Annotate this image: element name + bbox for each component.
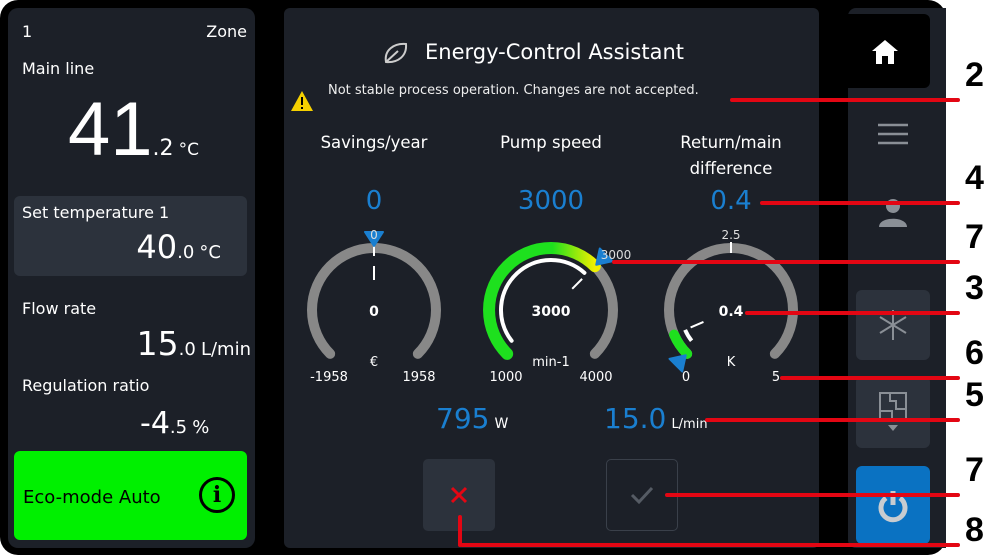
- cancel-icon: [450, 486, 468, 504]
- callout-number: 7: [965, 451, 984, 489]
- setpoint-marker: [364, 231, 384, 247]
- check-icon: [630, 486, 654, 505]
- leaf-icon: [384, 42, 408, 64]
- gauge-value-arc: [683, 329, 694, 343]
- gauge-unit: min-1: [532, 355, 570, 370]
- gauge-min-label: 1000: [489, 370, 523, 385]
- gauges-svg: [307, 231, 798, 373]
- gauge-center-value: 0: [369, 304, 379, 320]
- nav-power[interactable]: [856, 466, 930, 544]
- regulation-ratio-label: Regulation ratio: [22, 376, 150, 395]
- gauge-unit: K: [726, 355, 736, 370]
- nav-cooling[interactable]: [856, 290, 930, 360]
- set-temperature-button[interactable]: Set temperature 1 40.0 °C: [14, 196, 247, 276]
- gauge-min-label: -1958: [310, 370, 348, 385]
- gauge-1: [483, 242, 618, 360]
- callout-number: 8: [965, 511, 984, 549]
- regulation-ratio-value: -4.5 %: [140, 406, 210, 441]
- callout-number: 7: [965, 218, 984, 256]
- gauge-value-arc: [499, 258, 587, 343]
- callout-number: 4: [965, 159, 984, 197]
- callout-line: [458, 515, 462, 547]
- callout-line: [460, 543, 960, 547]
- zone-label: Zone: [206, 22, 247, 41]
- callout-number: 3: [965, 269, 984, 307]
- main-line-value: 41.2 °C: [68, 87, 200, 172]
- power-value: 795 W: [436, 402, 509, 435]
- flow-value: 15.0 L/min: [604, 402, 708, 435]
- callout-line: [760, 201, 960, 205]
- main-line-label: Main line: [22, 59, 95, 78]
- home-icon: [872, 40, 898, 64]
- gauge-value[interactable]: 3000: [517, 186, 585, 216]
- nav-menu[interactable]: [856, 108, 930, 160]
- callout-number: 2: [965, 56, 984, 94]
- nav-user[interactable]: [856, 188, 930, 238]
- setpoint-marker: [668, 354, 687, 373]
- gauge-max-label: 4000: [579, 370, 613, 385]
- setpoint-marker: [595, 247, 614, 266]
- callout-line: [730, 98, 960, 102]
- callout-line: [705, 418, 960, 422]
- gauge-max-label: 5: [771, 370, 781, 385]
- flow-rate-value: 15.0 L/min: [136, 324, 251, 363]
- gauge-title: Savings/year: [320, 133, 428, 152]
- gauge-title: Return/main difference: [680, 133, 782, 178]
- gauge-title: Pump speed: [500, 133, 602, 152]
- gauge-top-label: 2.5: [721, 228, 741, 242]
- snowflake-icon: [879, 310, 907, 340]
- gauge-0: [307, 231, 441, 359]
- gauge-center-value: 3000: [531, 304, 571, 320]
- zone-number: 1: [22, 22, 33, 41]
- gauge-top-label: 3000: [600, 248, 632, 262]
- gauge-value[interactable]: 0: [365, 186, 383, 216]
- nav-home[interactable]: [840, 14, 930, 88]
- gauge-track: [307, 243, 441, 359]
- side-nav: [840, 8, 946, 548]
- assistant-title: Energy-Control Assistant: [425, 40, 684, 64]
- callout-line: [665, 493, 960, 497]
- gauge-needle: [571, 278, 583, 290]
- callout-line: [780, 376, 960, 380]
- eco-mode-button[interactable]: Eco-mode Auto i: [14, 451, 247, 540]
- callout-number: 5: [965, 376, 984, 414]
- gauge-min-label: 0: [681, 370, 691, 385]
- gauge-value[interactable]: 0.4: [710, 186, 752, 216]
- warning-icon: [291, 91, 313, 111]
- gauge-fill: [483, 242, 601, 360]
- gauge-unit: €: [369, 355, 379, 370]
- gauge-needle: [690, 320, 704, 329]
- nav-floorplan[interactable]: [856, 376, 930, 448]
- floorplan-icon: [879, 392, 907, 431]
- callout-line: [745, 311, 960, 315]
- warning-message: Not stable process operation. Changes ar…: [328, 83, 699, 98]
- callout-line: [612, 260, 960, 264]
- flow-rate-label: Flow rate: [22, 299, 97, 318]
- gauge-center-value: 0.4: [718, 304, 744, 320]
- gauge-top-label: 0: [370, 228, 378, 242]
- info-icon[interactable]: i: [199, 477, 235, 513]
- gauge-max-label: 1958: [402, 370, 436, 385]
- energy-control-panel: Energy-Control Assistant Not stable proc…: [284, 8, 819, 548]
- menu-icon: [878, 123, 908, 145]
- gauge-fill: [669, 329, 693, 359]
- zone-panel: 1 Zone Main line 41.2 °C Set temperature…: [8, 8, 255, 548]
- callout-number: 6: [965, 334, 984, 372]
